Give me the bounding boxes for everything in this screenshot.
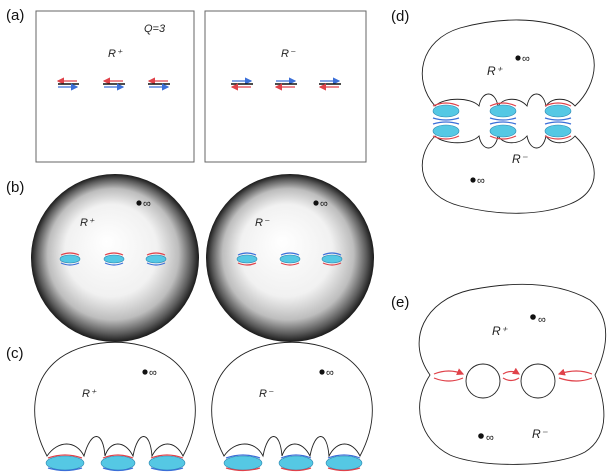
panel-d-infinity-bottom: ∞	[477, 175, 485, 187]
panel-b: (b) R⁺ R⁻ ∞ ∞	[6, 174, 374, 342]
panel-a-right-frame	[204, 10, 367, 163]
panel-c: (c) R⁺ R⁻ ∞ ∞	[6, 341, 373, 472]
disc-c-right-2	[278, 454, 314, 472]
disc-c-right-3	[325, 454, 363, 472]
surface-d-bottom	[421, 134, 595, 214]
tube-b-left-2	[103, 252, 125, 266]
hole-e-right	[520, 363, 556, 399]
panel-b-infinity-left: ∞	[143, 198, 151, 210]
panel-b-label: (b)	[6, 179, 24, 196]
surface-d-top	[421, 19, 595, 108]
infinity-point-d-bottom	[470, 177, 476, 183]
infinity-point-b-right	[313, 200, 319, 206]
panel-a-left-frame	[35, 10, 195, 163]
tube-b-left-3	[145, 252, 167, 266]
panel-b-infinity-right: ∞	[320, 198, 328, 210]
cut-right-3	[318, 77, 341, 91]
infinity-point-c-right	[319, 369, 325, 375]
tube-b-left-1	[59, 252, 81, 266]
panel-c-label: (c)	[6, 345, 24, 362]
panel-e: (e) R⁺ R⁻ ∞ ∞	[391, 283, 607, 465]
infinity-point-c-left	[142, 369, 148, 375]
panel-e-label: (e)	[391, 294, 409, 311]
panel-d-infinity-top: ∞	[522, 53, 530, 65]
panel-e-region-minus: R⁻	[532, 427, 549, 441]
tube-b-right-3	[321, 252, 343, 266]
cut-left-3	[147, 77, 170, 91]
panel-a-label: (a)	[6, 7, 24, 24]
infinity-point-e-bottom	[478, 433, 484, 439]
surface-c-left	[34, 341, 196, 458]
cut-left-2	[102, 77, 125, 91]
cut-right-2	[274, 77, 297, 91]
panel-c-infinity-right: ∞	[326, 367, 334, 379]
panel-a-region-minus: R⁻	[281, 48, 296, 60]
seam-arcs-e	[433, 367, 593, 382]
q-label: Q=3	[144, 23, 166, 35]
disc-pair-d-2	[489, 102, 517, 140]
surface-e	[418, 283, 607, 465]
panel-a-region-plus: R⁺	[108, 48, 123, 60]
tube-b-right-1	[236, 252, 258, 266]
hole-e-left	[465, 363, 501, 399]
infinity-point-b-left	[136, 200, 142, 206]
cut-right-1	[230, 77, 253, 91]
panel-d-region-minus: R⁻	[512, 152, 529, 166]
panel-d-label: (d)	[391, 8, 409, 25]
panel-e-infinity-top: ∞	[538, 314, 546, 326]
infinity-point-e-top	[530, 314, 536, 320]
panel-c-region-plus: R⁺	[82, 388, 97, 400]
surface-c-right	[211, 341, 373, 458]
tube-b-right-2	[279, 252, 301, 266]
disc-c-left-3	[148, 454, 186, 472]
disc-c-left-1	[45, 454, 85, 472]
infinity-point-d-top	[515, 55, 521, 61]
disc-pair-d-3	[544, 102, 572, 140]
disc-c-right-1	[223, 454, 263, 472]
panel-d: (d) R⁺ R⁻ ∞ ∞	[391, 8, 595, 214]
panel-a: (a) Q=3 R⁺ R⁻	[6, 7, 367, 163]
panel-e-region-plus: R⁺	[492, 324, 509, 338]
cut-left-1	[56, 77, 79, 91]
panel-b-region-minus: R⁻	[255, 217, 270, 229]
panel-c-infinity-left: ∞	[149, 367, 157, 379]
disc-c-left-2	[100, 454, 136, 472]
disc-pair-d-1	[432, 102, 460, 140]
panel-e-infinity-bottom: ∞	[486, 432, 494, 444]
panel-d-region-plus: R⁺	[487, 64, 504, 78]
panel-b-region-plus: R⁺	[80, 217, 95, 229]
panel-c-region-minus: R⁻	[259, 388, 274, 400]
